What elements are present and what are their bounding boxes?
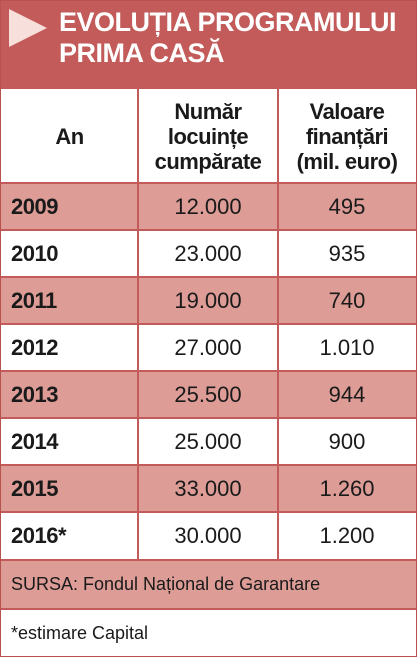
column-header-homes-line-2: locuințe bbox=[167, 123, 249, 149]
table-row: 2015 33.000 1.260 bbox=[1, 465, 416, 512]
table-row: 2009 12.000 495 bbox=[1, 183, 416, 230]
funding-cell: 740 bbox=[328, 287, 366, 313]
homes-cell: 19.000 bbox=[174, 287, 242, 313]
column-header-homes-line-3: cumpărate bbox=[154, 148, 262, 174]
arrow-right-icon bbox=[9, 9, 47, 47]
row-divider bbox=[1, 608, 416, 610]
row-divider bbox=[1, 323, 416, 325]
column-header-homes: Număr locuințe cumpărate bbox=[138, 89, 278, 183]
homes-cell: 25.500 bbox=[174, 381, 242, 407]
source-text: SURSA: Fondul Național de Garantare bbox=[11, 574, 321, 594]
row-divider bbox=[1, 464, 416, 466]
year-cell: 2009 bbox=[11, 193, 58, 219]
column-header-funding-line-2: finanțări bbox=[305, 123, 389, 149]
column-header-funding: Valoare finanțări (mil. euro) bbox=[278, 89, 416, 183]
column-header-year: An bbox=[1, 89, 138, 183]
footnote: *estimare Capital bbox=[1, 610, 416, 656]
funding-cell: 1.200 bbox=[319, 522, 375, 548]
funding-cell: 1.010 bbox=[319, 334, 375, 360]
column-header-homes-line-1: Număr bbox=[174, 98, 242, 124]
column-header-funding-line-3: (mil. euro) bbox=[296, 148, 398, 174]
homes-cell: 27.000 bbox=[174, 334, 242, 360]
year-cell: 2010 bbox=[11, 240, 58, 266]
table-row: 2012 27.000 1.010 bbox=[1, 324, 416, 371]
title-line-1: EVOLUȚIA PROGRAMULUI bbox=[59, 7, 397, 37]
year-cell: 2012 bbox=[11, 334, 58, 360]
funding-cell: 495 bbox=[328, 193, 366, 219]
row-divider bbox=[1, 559, 416, 561]
row-divider bbox=[1, 511, 416, 513]
source-line: SURSA: Fondul Național de Garantare bbox=[1, 561, 416, 608]
funding-cell: 1.260 bbox=[319, 475, 375, 501]
table-row: 2013 25.500 944 bbox=[1, 371, 416, 418]
table-row: 2016* 30.000 1.200 bbox=[1, 512, 416, 559]
year-cell: 2016* bbox=[11, 522, 67, 548]
table-row: 2010 23.000 935 bbox=[1, 230, 416, 277]
funding-cell: 900 bbox=[328, 428, 366, 454]
column-divider bbox=[277, 89, 279, 561]
funding-cell: 944 bbox=[328, 381, 366, 407]
table-row: 2014 25.000 900 bbox=[1, 418, 416, 465]
page-title: EVOLUȚIA PROGRAMULUI PRIMA CASĂ bbox=[59, 7, 409, 69]
column-header-funding-line-1: Valoare bbox=[309, 98, 385, 124]
year-cell: 2011 bbox=[11, 287, 57, 313]
homes-cell: 33.000 bbox=[174, 475, 242, 501]
row-divider bbox=[1, 276, 416, 278]
funding-cell: 935 bbox=[328, 240, 366, 266]
year-cell: 2015 bbox=[11, 475, 58, 501]
row-divider bbox=[1, 229, 416, 231]
homes-cell: 30.000 bbox=[174, 522, 242, 548]
table-body: 2009 12.000 495 2010 23.000 935 2011 19.… bbox=[1, 183, 416, 559]
row-divider bbox=[1, 417, 416, 419]
footnote-text: *estimare Capital bbox=[11, 622, 149, 643]
homes-cell: 12.000 bbox=[174, 193, 242, 219]
row-divider bbox=[1, 182, 416, 184]
column-header-year-label: An bbox=[55, 123, 84, 149]
homes-cell: 23.000 bbox=[174, 240, 242, 266]
header-band: EVOLUȚIA PROGRAMULUI PRIMA CASĂ bbox=[1, 1, 416, 89]
table-row: 2011 19.000 740 bbox=[1, 277, 416, 324]
homes-cell: 25.000 bbox=[174, 428, 242, 454]
year-cell: 2013 bbox=[11, 381, 58, 407]
row-divider bbox=[1, 370, 416, 372]
year-cell: 2014 bbox=[11, 428, 58, 454]
column-divider bbox=[137, 89, 139, 561]
title-line-2: PRIMA CASĂ bbox=[59, 38, 225, 68]
